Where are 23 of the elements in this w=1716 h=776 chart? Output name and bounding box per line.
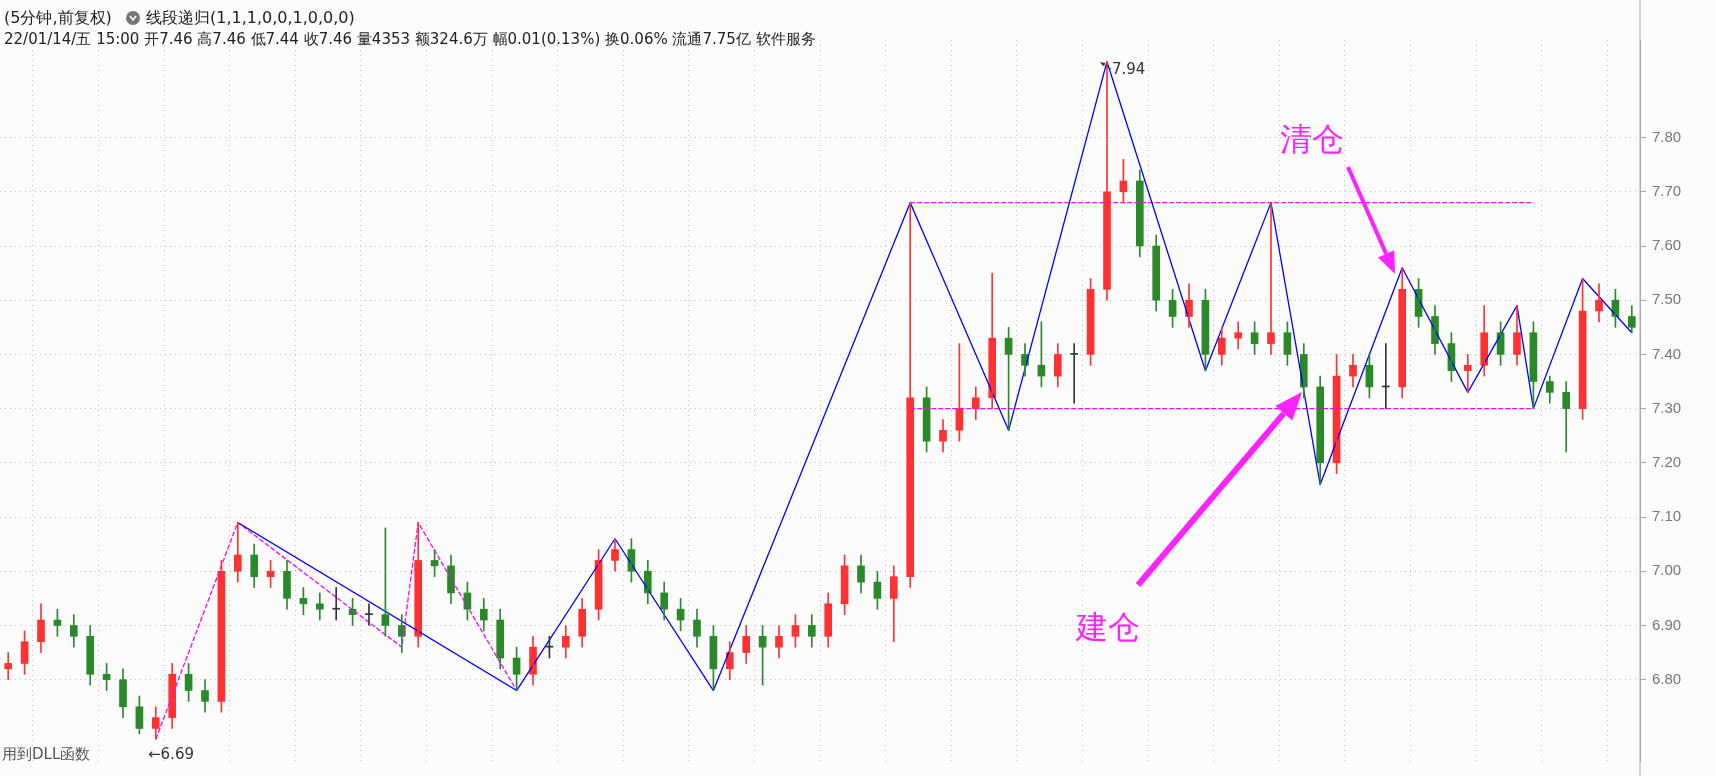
chart-subtitle: 线段递归(1,1,1,0,0,1,0,0,0) — [146, 8, 355, 29]
annotation: 22/01/14/五 15:00 开7.46 高7.46 低7.44 收7.46 量4353 额324.6万 幅0.01(0.13%) 换0.06% 流通7.75亿 软件服务 — [4, 30, 816, 49]
annotation: 建仓 — [1076, 607, 1140, 648]
y-tick-label: 7.70 — [1652, 181, 1682, 199]
y-tick-label: 7.40 — [1652, 344, 1682, 362]
y-tick-label: 7.00 — [1652, 561, 1682, 579]
y-tick-label: 7.60 — [1652, 236, 1682, 254]
annotation: 用到DLL函数 — [2, 745, 91, 764]
annotation: ←6.69 — [148, 745, 194, 763]
annotation: 清仓 — [1280, 119, 1344, 160]
y-tick-label: 7.50 — [1652, 290, 1682, 308]
candlestick — [332, 587, 341, 621]
line-series — [155, 521, 518, 740]
candlestick — [365, 603, 373, 626]
candlestick — [1070, 343, 1079, 404]
y-tick-label: 7.10 — [1652, 507, 1682, 525]
y-tick-label: 7.80 — [1652, 127, 1682, 145]
y-tick-label: 7.30 — [1652, 398, 1682, 416]
y-tick-label: 7.20 — [1652, 452, 1682, 470]
chart-title: (5分钟,前复权) — [4, 8, 112, 29]
y-tick-label: 6.80 — [1652, 669, 1682, 687]
y-tick-label: 6.90 — [1652, 615, 1682, 633]
annotation: 7.94 — [1112, 60, 1146, 78]
